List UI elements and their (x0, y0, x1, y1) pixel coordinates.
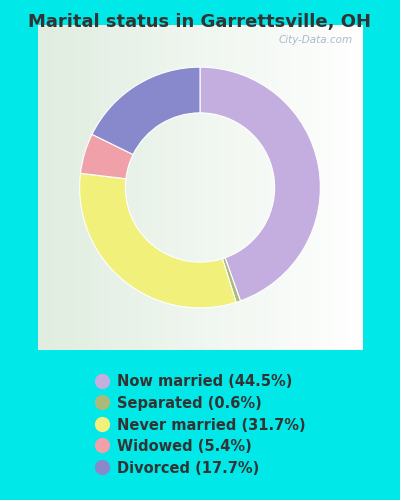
Text: Marital status in Garrettsville, OH: Marital status in Garrettsville, OH (28, 13, 372, 31)
Wedge shape (200, 67, 320, 301)
Wedge shape (222, 258, 240, 302)
Wedge shape (80, 134, 133, 178)
Legend: Now married (44.5%), Separated (0.6%), Never married (31.7%), Widowed (5.4%), Di: Now married (44.5%), Separated (0.6%), N… (88, 367, 312, 483)
Wedge shape (92, 67, 200, 154)
Text: City-Data.com: City-Data.com (279, 35, 353, 45)
Wedge shape (80, 174, 236, 308)
